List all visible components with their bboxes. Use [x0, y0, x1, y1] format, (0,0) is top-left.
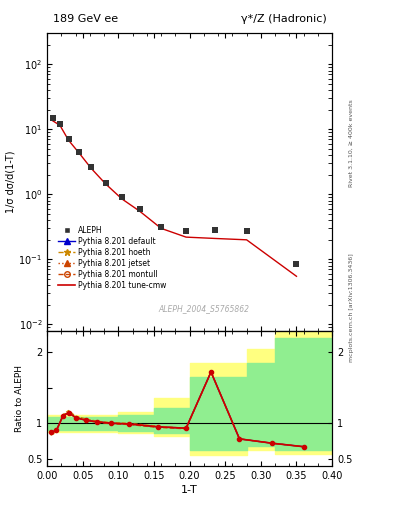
Y-axis label: Ratio to ALEPH: Ratio to ALEPH — [15, 365, 24, 432]
Text: γ*/Z (Hadronic): γ*/Z (Hadronic) — [241, 14, 326, 25]
X-axis label: 1-T: 1-T — [181, 485, 198, 495]
Legend: ALEPH, Pythia 8.201 default, Pythia 8.201 hoeth, Pythia 8.201 jetset, Pythia 8.2: ALEPH, Pythia 8.201 default, Pythia 8.20… — [57, 225, 168, 291]
Text: 189 GeV ee: 189 GeV ee — [53, 14, 118, 25]
Text: mcplots.cern.ch [arXiv:1306.3436]: mcplots.cern.ch [arXiv:1306.3436] — [349, 253, 354, 361]
Text: Rivet 3.1.10, ≥ 400k events: Rivet 3.1.10, ≥ 400k events — [349, 99, 354, 187]
Y-axis label: 1/σ dσ/d(1-T): 1/σ dσ/d(1-T) — [6, 151, 16, 214]
Text: ALEPH_2004_S5765862: ALEPH_2004_S5765862 — [158, 304, 250, 313]
